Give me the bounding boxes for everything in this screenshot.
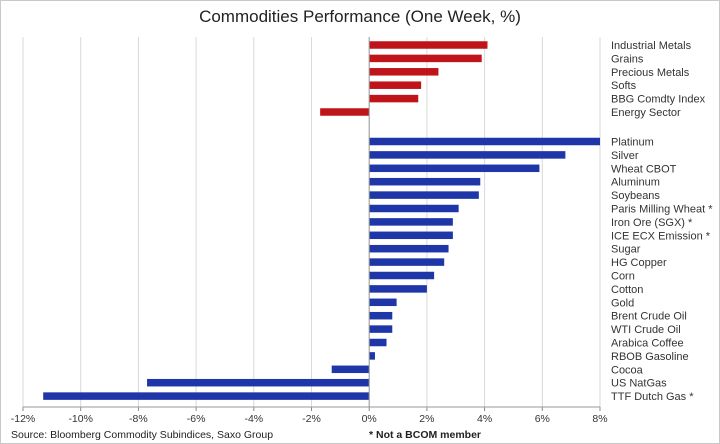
category-label: Cotton bbox=[611, 284, 643, 296]
bar bbox=[369, 218, 453, 226]
category-label: Soybeans bbox=[611, 190, 660, 202]
category-label: Silver bbox=[611, 150, 639, 162]
category-label: Aluminum bbox=[611, 177, 660, 189]
bar bbox=[320, 108, 370, 116]
category-label: Softs bbox=[611, 80, 637, 92]
category-label: Iron Ore (SGX) * bbox=[611, 217, 693, 229]
category-label: Corn bbox=[611, 271, 635, 283]
chart-title: Commodities Performance (One Week, %) bbox=[199, 7, 521, 26]
category-label: Energy Sector bbox=[611, 107, 681, 119]
bar bbox=[369, 285, 427, 293]
x-tick-label: -2% bbox=[302, 413, 321, 425]
category-label: HG Copper bbox=[611, 257, 667, 269]
category-label: Industrial Metals bbox=[611, 40, 692, 52]
x-tick-label: 4% bbox=[477, 413, 492, 425]
bar bbox=[369, 271, 435, 280]
bar bbox=[369, 94, 419, 103]
category-label: Arabica Coffee bbox=[611, 338, 684, 350]
bar bbox=[369, 325, 393, 333]
bar bbox=[369, 41, 488, 49]
category-label: ICE ECX Emission * bbox=[611, 230, 711, 242]
category-label: US NatGas bbox=[611, 378, 667, 390]
bar bbox=[43, 392, 370, 400]
bars bbox=[43, 41, 600, 400]
x-tick-label: -12% bbox=[11, 413, 36, 425]
category-label: Wheat CBOT bbox=[611, 163, 677, 175]
category-label: Cocoa bbox=[611, 364, 644, 376]
bcom-footnote: * Not a BCOM member bbox=[369, 429, 481, 441]
x-tick-label: -8% bbox=[129, 413, 148, 425]
bar bbox=[331, 365, 370, 374]
bar bbox=[369, 244, 449, 253]
grid-lines bbox=[22, 37, 601, 407]
category-label: RBOB Gasoline bbox=[611, 351, 689, 363]
x-axis-ticks: -12% -10% -8% -6% -4% -2% 0% 2% 4% 6% 8% bbox=[11, 407, 608, 425]
category-label: Gold bbox=[611, 297, 634, 309]
bar bbox=[369, 81, 422, 89]
category-label: TTF Dutch Gas * bbox=[611, 391, 694, 403]
x-tick-label: -4% bbox=[244, 413, 263, 425]
bar bbox=[369, 258, 445, 266]
bar bbox=[147, 378, 370, 387]
bar bbox=[369, 137, 600, 146]
bar bbox=[369, 177, 481, 186]
bar bbox=[369, 311, 393, 320]
bar bbox=[369, 352, 375, 360]
category-label: Brent Crude Oil bbox=[611, 311, 687, 323]
x-tick-label: 2% bbox=[419, 413, 434, 425]
bar bbox=[369, 338, 387, 347]
bar bbox=[369, 151, 566, 159]
x-tick-label: -10% bbox=[68, 413, 93, 425]
category-label: WTI Crude Oil bbox=[611, 324, 681, 336]
bar bbox=[369, 191, 479, 199]
bar bbox=[369, 204, 459, 213]
bar bbox=[369, 298, 397, 307]
bar bbox=[369, 54, 482, 63]
bar bbox=[369, 231, 453, 240]
bar bbox=[369, 68, 439, 76]
category-label: Platinum bbox=[611, 137, 654, 149]
x-tick-label: 0% bbox=[362, 413, 377, 425]
x-tick-label: 8% bbox=[592, 413, 607, 425]
category-label: Grains bbox=[611, 53, 644, 65]
x-tick-label: -6% bbox=[187, 413, 206, 425]
category-label: Sugar bbox=[611, 244, 641, 256]
x-tick-label: 6% bbox=[535, 413, 550, 425]
category-label: BBG Comdty Index bbox=[611, 94, 706, 106]
source-note: Source: Bloomberg Commodity Subindices, … bbox=[11, 429, 273, 441]
category-label: Precious Metals bbox=[611, 67, 690, 79]
category-label: Paris Milling Wheat * bbox=[611, 204, 713, 216]
bar bbox=[369, 164, 540, 173]
